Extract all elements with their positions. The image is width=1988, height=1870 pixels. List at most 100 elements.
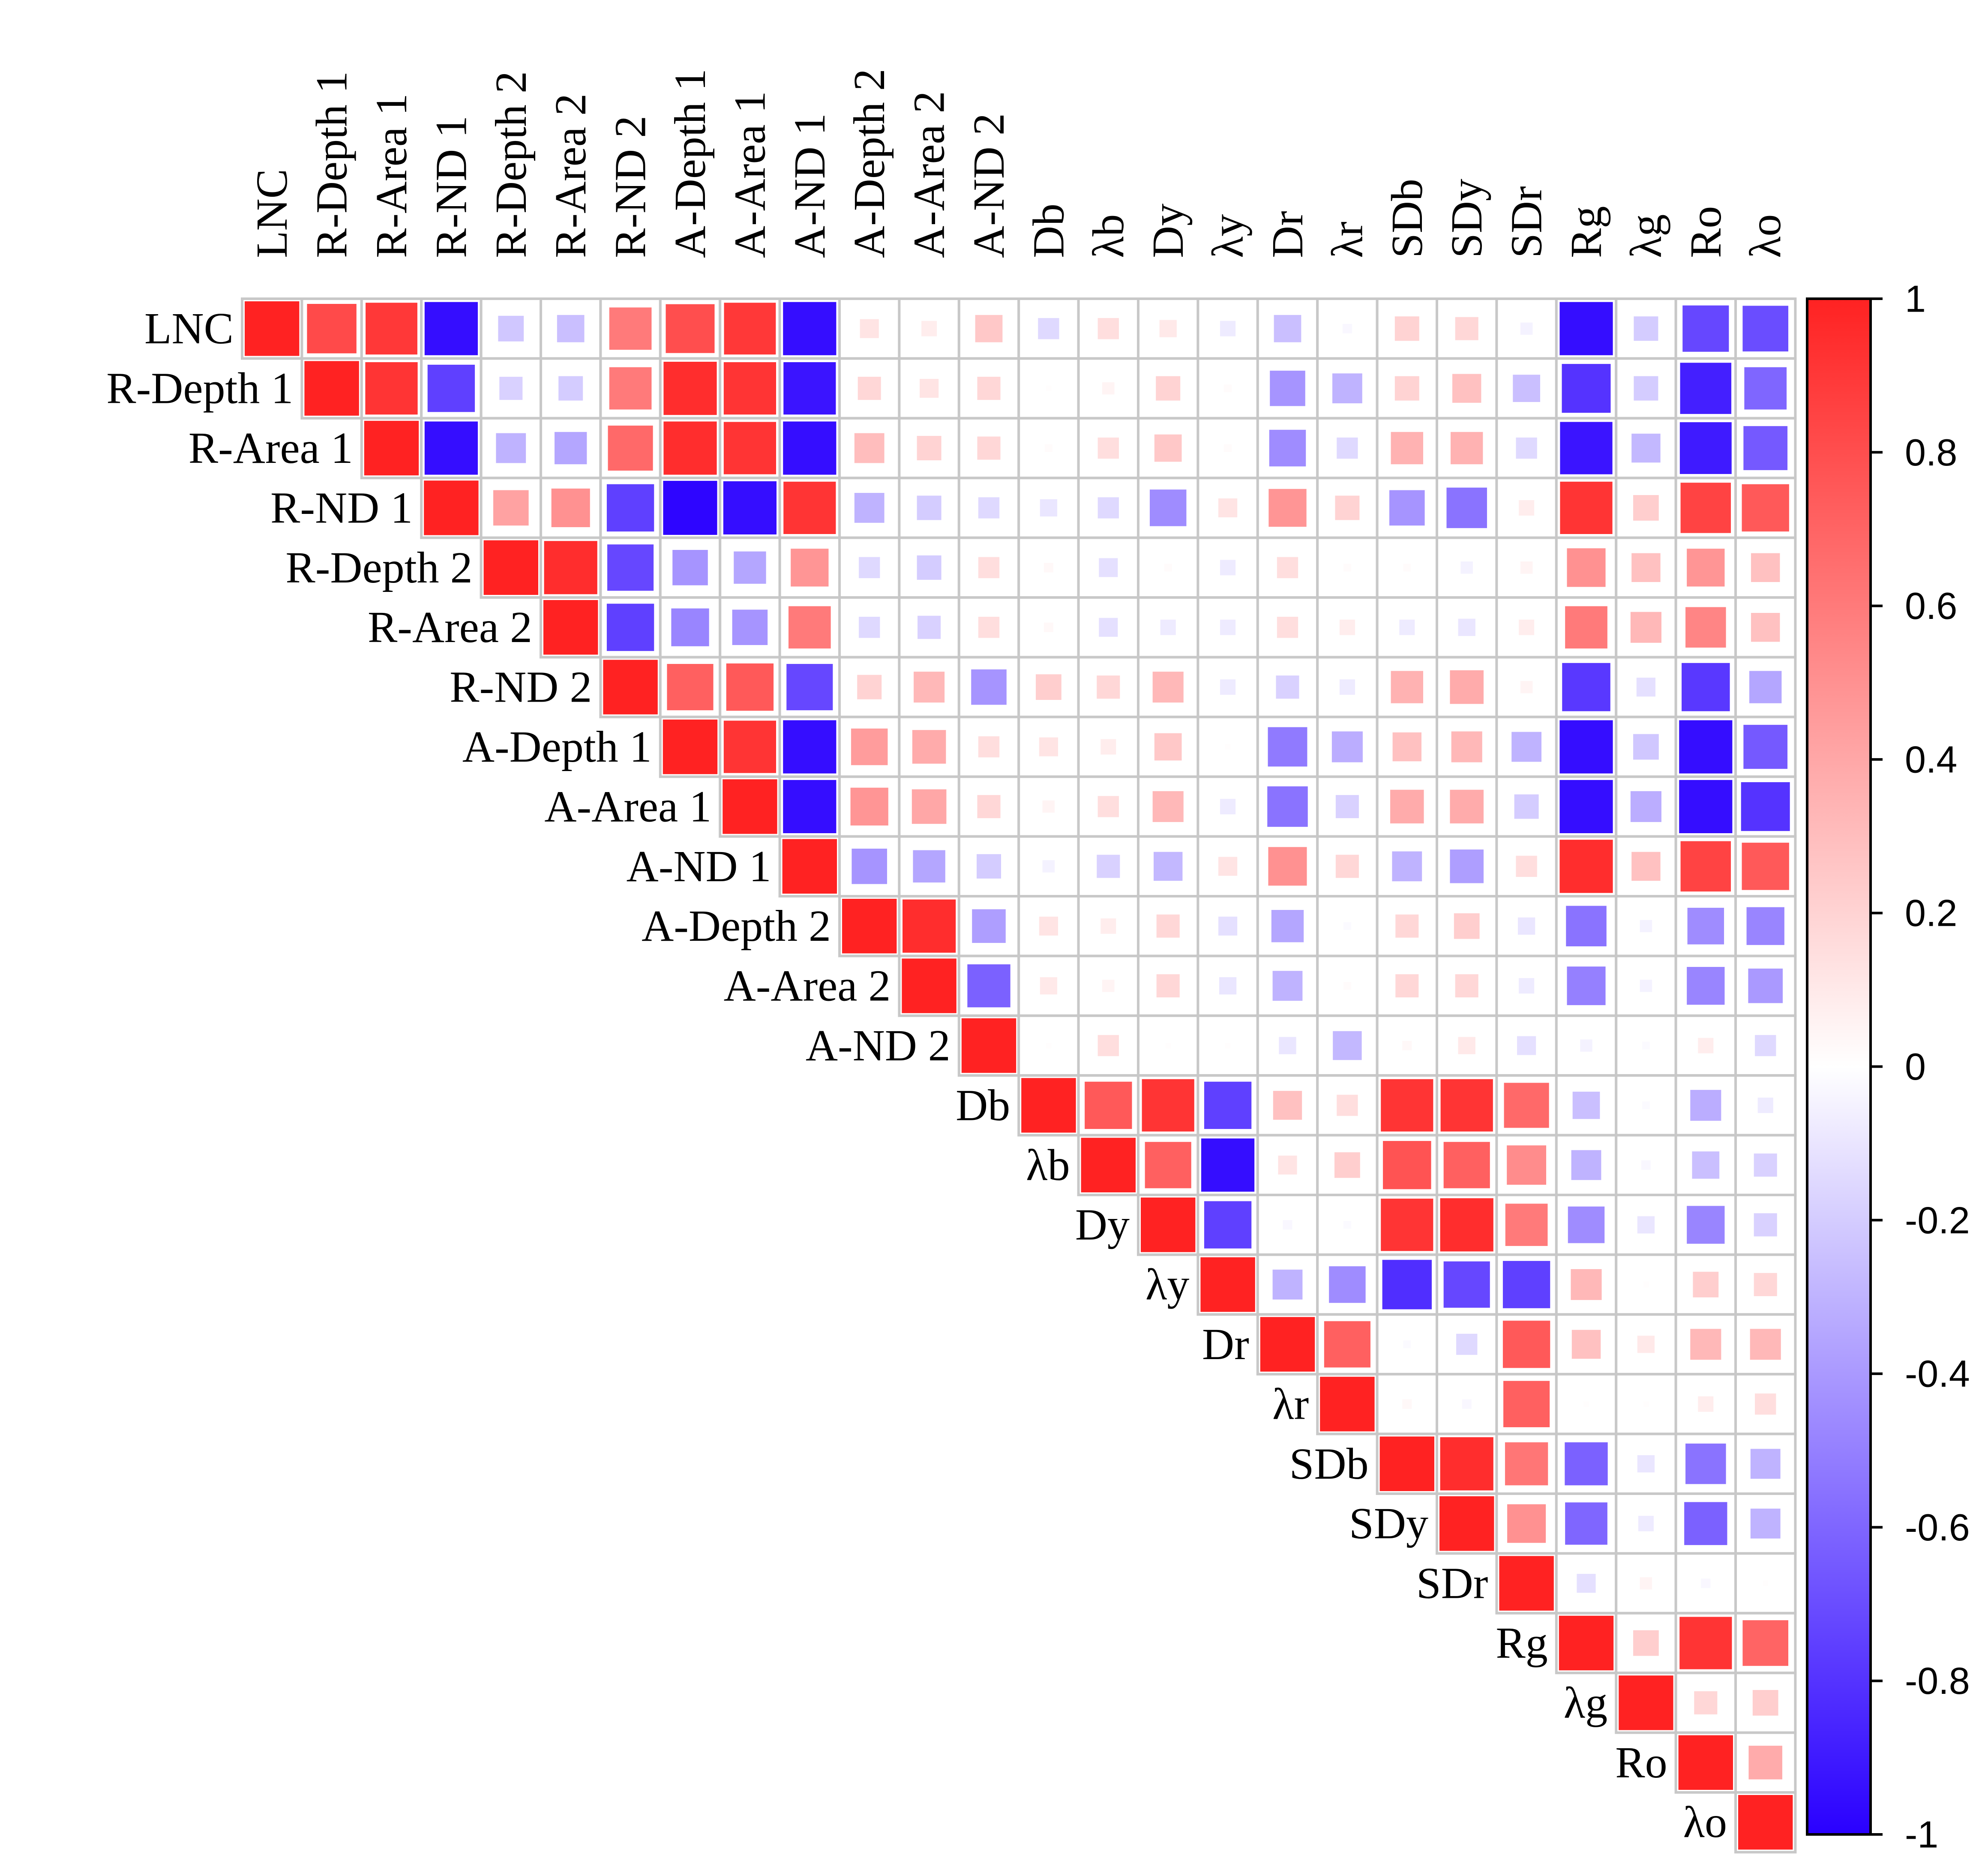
column-label: SDb bbox=[1382, 179, 1432, 258]
correlation-mark-3-8 bbox=[723, 481, 777, 534]
correlation-mark-0-12 bbox=[975, 315, 1003, 342]
correlation-mark-15-17 bbox=[1283, 1220, 1292, 1230]
correlation-mark-8-25 bbox=[1741, 782, 1790, 831]
correlation-mark-1-4 bbox=[499, 377, 523, 400]
correlation-mark-3-4 bbox=[493, 490, 529, 526]
correlation-mark-18-23 bbox=[1643, 1401, 1649, 1407]
correlation-mark-11-13 bbox=[1040, 977, 1058, 995]
correlation-mark-5-12 bbox=[978, 617, 1000, 638]
correlation-mark-17-21 bbox=[1502, 1321, 1550, 1368]
colorbar-gradient bbox=[1806, 297, 1872, 1836]
correlation-mark-7-12 bbox=[978, 736, 1000, 758]
correlation-mark-11-17 bbox=[1272, 971, 1303, 1001]
correlation-mark-4-18 bbox=[1343, 564, 1351, 572]
correlation-mark-11-19 bbox=[1395, 974, 1419, 998]
column-label: A-ND 1 bbox=[785, 113, 834, 258]
correlation-mark-13-16 bbox=[1204, 1081, 1252, 1129]
correlation-mark-7-17 bbox=[1268, 727, 1307, 767]
correlation-mark-1-23 bbox=[1634, 376, 1658, 401]
correlation-mark-0-10 bbox=[860, 319, 879, 338]
column-label: λg bbox=[1621, 214, 1670, 258]
correlation-mark-8-9 bbox=[783, 780, 837, 833]
correlation-mark-18-21 bbox=[1503, 1381, 1550, 1427]
correlation-mark-15-20 bbox=[1440, 1198, 1493, 1252]
correlation-mark-5-16 bbox=[1220, 619, 1236, 635]
column-label: A-Depth 2 bbox=[845, 69, 894, 258]
correlation-mark-0-18 bbox=[1342, 324, 1352, 333]
row-label: A-Depth 1 bbox=[462, 722, 652, 771]
correlation-mark-5-25 bbox=[1751, 612, 1780, 642]
correlation-mark-11-24 bbox=[1687, 967, 1725, 1005]
correlation-mark-5-5 bbox=[543, 600, 598, 655]
correlation-mark-15-21 bbox=[1505, 1204, 1548, 1246]
correlation-mark-6-11 bbox=[914, 672, 945, 703]
colorbar-tick-label: -0.6 bbox=[1905, 1506, 1970, 1549]
column-label: SDr bbox=[1502, 186, 1551, 258]
correlation-mark-4-19 bbox=[1403, 564, 1411, 572]
correlation-mark-7-10 bbox=[851, 728, 888, 765]
correlation-mark-2-13 bbox=[1044, 444, 1052, 452]
correlation-mark-8-19 bbox=[1390, 789, 1424, 824]
correlation-mark-20-22 bbox=[1565, 1502, 1607, 1545]
correlation-mark-1-1 bbox=[304, 361, 359, 416]
correlation-mark-10-23 bbox=[1640, 920, 1652, 932]
correlation-mark-13-15 bbox=[1142, 1079, 1194, 1132]
row-label: A-Area 1 bbox=[544, 782, 711, 831]
row-label: λr bbox=[1272, 1379, 1309, 1429]
correlation-mark-17-17 bbox=[1260, 1317, 1315, 1372]
correlation-mark-1-7 bbox=[663, 362, 717, 415]
correlation-mark-17-22 bbox=[1571, 1330, 1601, 1359]
colorbar-tick-label: 0.6 bbox=[1905, 585, 1957, 627]
correlation-mark-1-22 bbox=[1562, 364, 1611, 413]
row-label: SDb bbox=[1289, 1439, 1369, 1489]
correlation-mark-22-25 bbox=[1742, 1620, 1788, 1666]
correlation-mark-15-25 bbox=[1754, 1213, 1777, 1237]
correlation-mark-10-19 bbox=[1395, 914, 1419, 938]
correlation-mark-13-24 bbox=[1690, 1090, 1721, 1121]
column-labels: LNC R-Depth 1 R-Area 1 R-ND 1 R-Depth 2 R-Are… bbox=[247, 69, 1790, 258]
correlation-mark-17-25 bbox=[1750, 1329, 1781, 1360]
correlation-mark-4-21 bbox=[1520, 561, 1533, 574]
correlation-mark-16-21 bbox=[1502, 1261, 1550, 1309]
correlation-mark-10-21 bbox=[1517, 917, 1535, 935]
correlation-mark-14-25 bbox=[1754, 1153, 1777, 1177]
column-label: λr bbox=[1322, 222, 1372, 258]
correlation-mark-2-16 bbox=[1224, 444, 1232, 452]
row-label: Ro bbox=[1615, 1738, 1667, 1787]
correlation-mark-11-11 bbox=[902, 958, 957, 1013]
correlation-mark-4-11 bbox=[917, 555, 942, 580]
correlation-mark-18-18 bbox=[1320, 1377, 1375, 1432]
correlation-mark-11-22 bbox=[1567, 967, 1606, 1006]
correlation-mark-20-20 bbox=[1439, 1496, 1494, 1551]
correlation-mark-2-7 bbox=[663, 421, 717, 475]
correlation-mark-15-24 bbox=[1687, 1206, 1725, 1244]
correlation-mark-15-19 bbox=[1381, 1198, 1433, 1251]
correlation-mark-0-2 bbox=[366, 303, 417, 355]
correlation-mark-2-5 bbox=[555, 432, 587, 465]
correlation-mark-6-10 bbox=[857, 675, 882, 699]
correlation-mark-16-16 bbox=[1200, 1257, 1255, 1312]
correlation-mark-14-24 bbox=[1692, 1151, 1720, 1179]
column-label: λy bbox=[1203, 214, 1253, 258]
correlation-mark-5-20 bbox=[1458, 618, 1475, 636]
correlation-mark-0-9 bbox=[783, 302, 837, 355]
correlation-mark-6-14 bbox=[1097, 675, 1120, 699]
correlation-mark-3-13 bbox=[1040, 499, 1058, 517]
row-label: Dy bbox=[1075, 1200, 1130, 1249]
correlation-mark-16-23 bbox=[1643, 1282, 1649, 1288]
correlation-mark-2-10 bbox=[854, 433, 885, 463]
correlation-mark-0-11 bbox=[921, 321, 937, 336]
correlation-mark-2-14 bbox=[1097, 437, 1119, 459]
correlation-mark-18-19 bbox=[1402, 1399, 1412, 1409]
correlation-mark-18-24 bbox=[1698, 1396, 1714, 1412]
correlation-mark-3-24 bbox=[1680, 483, 1731, 533]
correlation-mark-2-17 bbox=[1269, 429, 1306, 467]
correlation-mark-0-14 bbox=[1097, 318, 1119, 339]
correlation-mark-1-15 bbox=[1156, 376, 1181, 401]
column-label: A-Area 2 bbox=[905, 91, 954, 258]
correlation-mark-16-22 bbox=[1571, 1269, 1602, 1300]
correlation-mark-8-23 bbox=[1630, 791, 1661, 822]
matrix-cells bbox=[241, 297, 1797, 1854]
row-label: R-Area 1 bbox=[189, 423, 353, 473]
correlation-mark-6-12 bbox=[971, 669, 1007, 705]
